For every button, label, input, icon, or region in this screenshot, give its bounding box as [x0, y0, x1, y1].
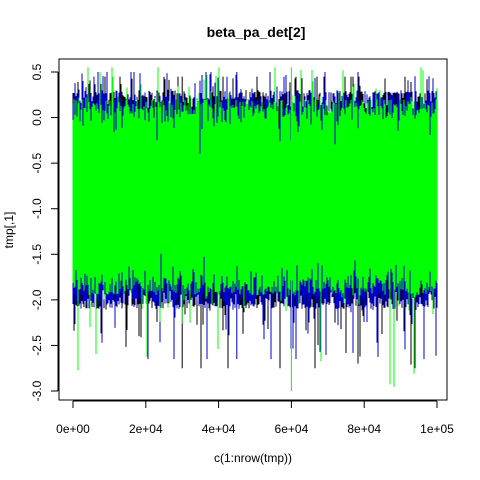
x-tick-label: 6e+04	[275, 422, 309, 436]
series-line-3	[72, 67, 438, 391]
y-tick-label: -1.0	[30, 198, 44, 219]
y-tick-label: -1.5	[30, 244, 44, 265]
plot-box	[58, 58, 448, 401]
x-tick-label: 0e+00	[56, 422, 90, 436]
x-tick-label: 1e+05	[420, 422, 454, 436]
x-tick-label: 4e+04	[202, 422, 236, 436]
series-layer	[72, 67, 438, 391]
x-axis-label: c(1:nrow(tmp))	[214, 451, 292, 465]
x-axis: 0e+00 2e+04 4e+04 6e+04 8e+04 1e+05	[56, 400, 454, 436]
x-tick-label: 8e+04	[347, 422, 381, 436]
y-tick-label: 0.0	[30, 109, 44, 126]
y-tick-label: -2.5	[30, 335, 44, 356]
y-tick-label: -2.0	[30, 289, 44, 310]
x-tick-label: 2e+04	[129, 422, 163, 436]
y-tick-label: 0.5	[30, 63, 44, 80]
y-tick-label: -3.0	[30, 380, 44, 401]
y-axis-label: tmp[,1]	[2, 212, 16, 249]
y-tick-label: -0.5	[30, 152, 44, 173]
chart-title: beta_pa_det[2]	[207, 24, 306, 40]
y-axis: -3.0 -2.5 -2.0 -1.5 -1.0 -0.5 0.0 0.5	[30, 63, 59, 401]
